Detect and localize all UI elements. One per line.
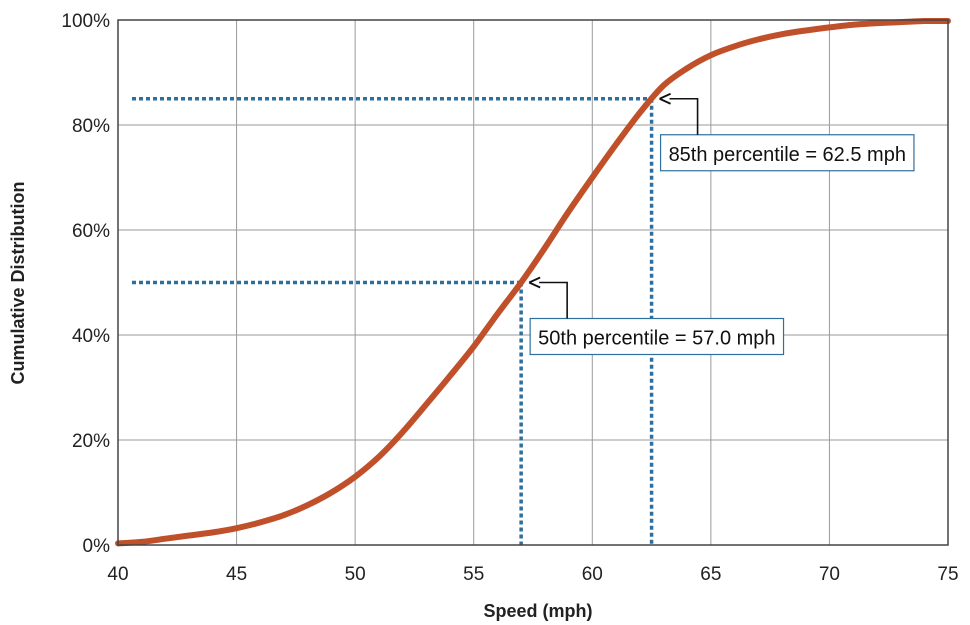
callout-label: 50th percentile = 57.0 mph <box>538 328 775 350</box>
y-tick-label: 100% <box>61 11 110 32</box>
plot-frame <box>117 19 949 546</box>
y-tick-label: 80% <box>72 116 110 137</box>
x-tick-label: 45 <box>226 564 247 585</box>
callout-label: 85th percentile = 62.5 mph <box>669 144 906 166</box>
x-tick-label: 55 <box>463 564 484 585</box>
x-tick-label: 75 <box>937 564 958 585</box>
x-tick-label: 60 <box>582 564 603 585</box>
y-tick-label: 40% <box>72 326 110 347</box>
series-layer <box>115 17 951 547</box>
y-tick-label: 0% <box>83 536 111 557</box>
x-tick-label: 65 <box>700 564 721 585</box>
callout-box <box>659 134 915 172</box>
callout-arrow-head <box>659 92 671 105</box>
callouts: 85th percentile = 62.5 mph 50th percentil… <box>528 92 915 356</box>
x-tick-label: 50 <box>345 564 366 585</box>
y-axis-title: Cumulative Distribution <box>8 181 28 384</box>
x-axis-title: Speed (mph) <box>483 601 592 621</box>
x-tick-label: 70 <box>819 564 840 585</box>
percentile-callout: 50th percentile = 57.0 mph <box>528 276 785 356</box>
cumulative-distribution-line <box>115 17 951 547</box>
callout-box <box>529 317 785 356</box>
y-tick-labels: 0% 20% 40% 60% 80% 100% <box>61 11 110 557</box>
percentile-reference-lines <box>132 97 654 545</box>
y-tick-label: 20% <box>72 431 110 452</box>
y-tick-label: 60% <box>72 221 110 242</box>
callout-arrow-line <box>669 97 699 135</box>
percentile-callout: 85th percentile = 62.5 mph <box>659 92 915 172</box>
callout-arrow-line <box>539 281 568 319</box>
x-tick-labels: 40 45 50 55 60 65 70 75 <box>107 564 958 585</box>
x-tick-label: 40 <box>107 564 128 585</box>
callout-arrow-head <box>528 276 541 289</box>
